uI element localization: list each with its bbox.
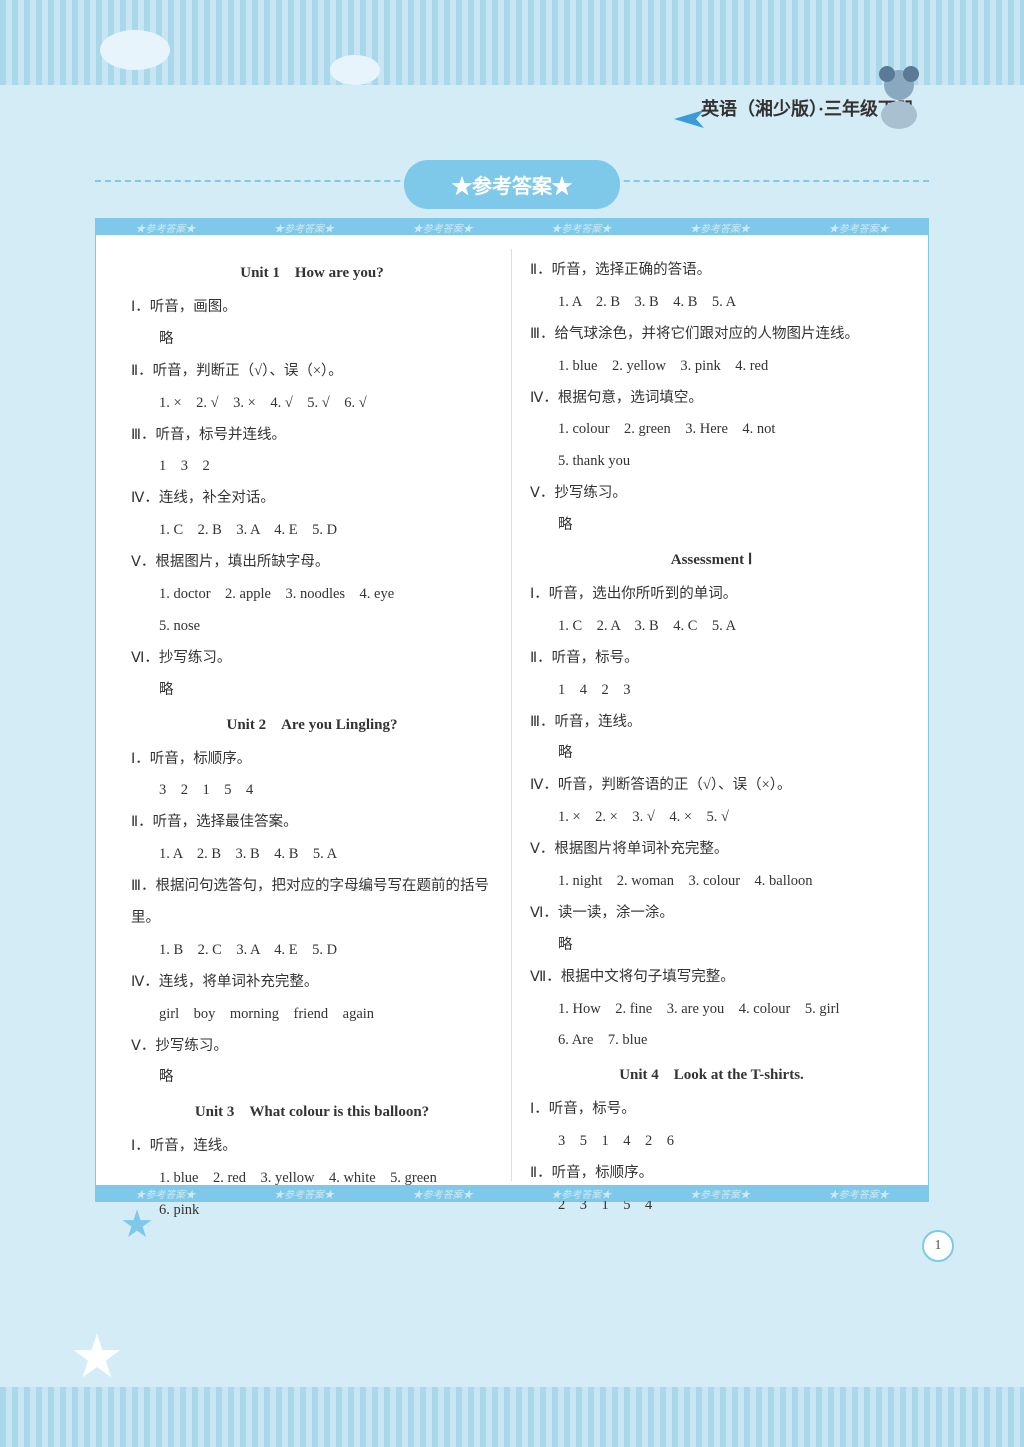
section-heading: Ⅲ．根据问句选答句，把对应的字母编号写在题前的括号里。 [131,871,493,935]
answer-line: 1. night 2. woman 3. colour 4. balloon [530,866,893,898]
footer-stripes [0,1387,1024,1447]
section-heading: Ⅵ．抄写练习。 [131,643,493,675]
answer-content-box: ★参考答案★★参考答案★★参考答案★ ★参考答案★★参考答案★★参考答案★ Un… [95,218,929,1202]
answer-line: 略 [530,738,893,770]
answer-line: 略 [131,675,493,707]
watermark-top: ★参考答案★★参考答案★★参考答案★ ★参考答案★★参考答案★★参考答案★ [96,219,928,235]
answer-line: 1. B 2. C 3. A 4. E 5. D [131,935,493,967]
answer-line: 略 [131,324,493,356]
answer-line: 1. blue 2. yellow 3. pink 4. red [530,351,893,383]
cloud-decoration [330,55,380,85]
answer-line: 1. colour 2. green 3. Here 4. not [530,414,893,446]
star-icon: ★ [120,1202,154,1247]
answer-line: 6. Are 7. blue [530,1025,893,1057]
answer-line: 5. nose [131,611,493,643]
section-heading: Ⅴ．根据图片，填出所缺字母。 [131,547,493,579]
section-heading: Ⅴ．抄写练习。 [530,478,893,510]
answer-line: 1. A 2. B 3. B 4. B 5. A [131,839,493,871]
section-heading: Ⅰ．听音，画图。 [131,292,493,324]
answer-line: 5. thank you [530,446,893,478]
section-heading: Ⅴ．抄写练习。 [131,1031,493,1063]
answer-line: 略 [131,1062,493,1094]
section-heading: Ⅳ．根据句意，选词填空。 [530,383,893,415]
answer-line: 3 2 1 5 4 [131,775,493,807]
answer-line: 1. A 2. B 3. B 4. B 5. A [530,287,893,319]
left-column: Unit 1 How are you?Ⅰ．听音，画图。略Ⅱ．听音，判断正（√）、… [121,249,512,1181]
unit-title: Unit 4 Look at the T-shirts. [530,1059,893,1092]
section-heading: Ⅱ．听音，选择最佳答案。 [131,807,493,839]
answer-line: 1. How 2. fine 3. are you 4. colour 5. g… [530,994,893,1026]
section-heading: Ⅲ．给气球涂色，并将它们跟对应的人物图片连线。 [530,319,893,351]
section-heading: Ⅱ．听音，选择正确的答语。 [530,255,893,287]
section-heading: Ⅴ．根据图片将单词补充完整。 [530,834,893,866]
section-heading: Ⅰ．听音，连线。 [131,1131,493,1163]
right-column: Ⅱ．听音，选择正确的答语。1. A 2. B 3. B 4. B 5. AⅢ．给… [512,249,903,1181]
page-title-pill: ★参考答案★ [404,160,620,209]
section-heading: Ⅲ．听音，连线。 [530,707,893,739]
section-heading: Ⅰ．听音，选出你所听到的单词。 [530,579,893,611]
cloud-decoration [100,30,170,70]
answer-line: 1. × 2. × 3. √ 4. × 5. √ [530,802,893,834]
section-heading: Ⅱ．听音，标号。 [530,643,893,675]
answer-line: 1. doctor 2. apple 3. noodles 4. eye [131,579,493,611]
section-heading: Ⅶ．根据中文将句子填写完整。 [530,962,893,994]
mascot-icon [869,60,929,130]
answer-line: 1 3 2 [131,451,493,483]
answer-line: 1 4 2 3 [530,675,893,707]
unit-title: Unit 2 Are you Lingling? [131,709,493,742]
answer-line: 1. C 2. A 3. B 4. C 5. A [530,611,893,643]
answer-line: girl boy morning friend again [131,999,493,1031]
page-number: 1 [922,1230,954,1262]
watermark-bottom: ★参考答案★★参考答案★★参考答案★ ★参考答案★★参考答案★★参考答案★ [96,1185,928,1201]
section-heading: Ⅱ．听音，判断正（√）、误（×）。 [131,356,493,388]
section-heading: Ⅳ．听音，判断答语的正（√）、误（×）。 [530,770,893,802]
answer-line: 略 [530,930,893,962]
section-heading: Ⅵ．读一读，涂一涂。 [530,898,893,930]
section-heading: Ⅳ．连线，补全对话。 [131,483,493,515]
paper-plane-icon [674,110,704,133]
unit-title: Unit 3 What colour is this balloon? [131,1096,493,1129]
unit-title: Unit 1 How are you? [131,257,493,290]
section-heading: Ⅰ．听音，标顺序。 [131,744,493,776]
two-column-layout: Unit 1 How are you?Ⅰ．听音，画图。略Ⅱ．听音，判断正（√）、… [121,249,903,1181]
star-icon: ★ [70,1322,124,1392]
unit-title: Assessment Ⅰ [530,544,893,577]
answer-line: 1. × 2. √ 3. × 4. √ 5. √ 6. √ [131,388,493,420]
section-heading: Ⅳ．连线，将单词补充完整。 [131,967,493,999]
answer-line: 略 [530,510,893,542]
section-heading: Ⅰ．听音，标号。 [530,1094,893,1126]
section-heading: Ⅲ．听音，标号并连线。 [131,420,493,452]
answer-line: 3 5 1 4 2 6 [530,1126,893,1158]
answer-line: 1. C 2. B 3. A 4. E 5. D [131,515,493,547]
